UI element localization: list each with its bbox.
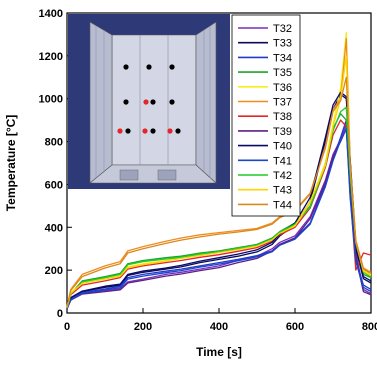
legend-label: T37	[273, 97, 292, 109]
legend-label: T32	[273, 23, 292, 35]
legend-label: T33	[273, 38, 292, 50]
legend: T32 T33 T34 T35 T36 T37 T38 T39 T40 T41 T42 T43 T44	[231, 14, 301, 217]
legend-label: T40	[273, 141, 292, 153]
series-line-t44	[66, 76, 372, 307]
legend-label: T44	[273, 199, 292, 211]
x-tick-label: 400	[210, 321, 228, 333]
legend-label: T38	[273, 111, 292, 123]
legend-label: T42	[273, 170, 292, 182]
y-tick-label: 200	[45, 265, 63, 277]
x-tick-label: 0	[64, 321, 70, 333]
series-line-t43	[66, 55, 372, 308]
x-tick-label: 600	[286, 321, 304, 333]
legend-label: T41	[273, 155, 292, 167]
y-tick-label: 800	[45, 137, 63, 149]
x-tick-label: 200	[134, 321, 152, 333]
legend-label: T36	[273, 82, 292, 94]
x-tick-label: 800	[362, 321, 377, 333]
y-axis-title: Temperature [°C]	[4, 115, 18, 212]
x-axis: 0 200 400 600 800	[64, 308, 377, 333]
series-line-t37	[66, 38, 372, 307]
legend-label: T39	[273, 126, 292, 138]
series-line-t41	[66, 128, 372, 309]
furnace-inset-image	[68, 14, 230, 189]
legend-label: T34	[273, 52, 292, 64]
y-tick-label: 1000	[39, 94, 63, 106]
y-tick-label: 1200	[39, 51, 63, 63]
series-line-t42	[66, 106, 372, 308]
y-axis: 0 200 400 600 800 1000 1200 1400	[39, 8, 72, 320]
y-tick-label: 0	[57, 308, 63, 320]
series-line-t38	[66, 119, 372, 308]
legend-label: T43	[273, 185, 292, 197]
series-line-t40	[66, 91, 372, 309]
x-axis-title: Time [s]	[196, 345, 242, 359]
y-tick-label: 1400	[39, 8, 63, 20]
y-tick-label: 400	[45, 222, 63, 234]
series-lines	[66, 31, 372, 309]
y-tick-label: 600	[45, 179, 63, 191]
legend-label: T35	[273, 67, 292, 79]
